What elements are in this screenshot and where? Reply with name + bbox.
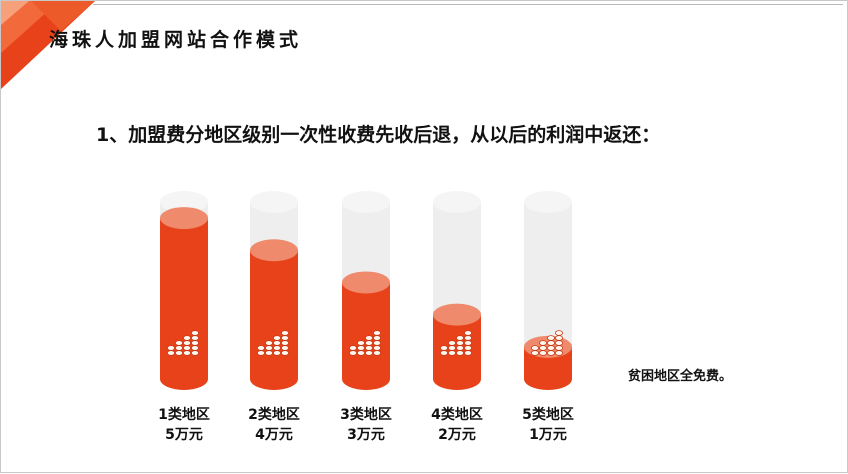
value-label-5: 1万元 [529,427,567,443]
coin-icon-4 [463,335,472,341]
coin-icon-4 [463,330,472,336]
coin-icon-2 [280,330,289,336]
bar-1-top [160,207,208,230]
category-label-3: 3类地区 [340,406,392,423]
coin-icon-4 [455,340,464,346]
value-label-4: 2万元 [438,427,476,443]
coin-icon-1 [190,330,199,336]
coin-icon-3 [356,345,365,351]
cylinder-shell-4-top [433,191,481,213]
coin-icon-1 [190,340,199,346]
coin-icon-5 [531,350,540,356]
coin-icon-4 [463,345,472,351]
coin-icon-5 [555,345,564,351]
value-label-3: 3万元 [347,427,385,443]
category-label-4: 4类地区 [431,406,483,423]
bar-5-body [524,346,572,390]
coin-icon-4 [439,350,448,356]
coin-icon-5 [539,345,548,351]
category-label-2: 2类地区 [248,406,300,423]
coin-icon-2 [272,335,281,341]
coin-icon-5 [547,350,556,356]
coin-icon-2 [280,350,289,356]
coin-icon-1 [166,350,175,356]
coin-icon-3 [372,330,381,336]
coin-icon-4 [447,340,456,346]
coin-icon-3 [356,340,365,346]
bar-3-top [342,271,390,294]
coin-icon-2 [272,350,281,356]
coin-icon-1 [182,350,191,356]
point-text: 1、加盟费分地区级别一次性收费先收后退，从以后的利润中返还： [96,124,661,146]
coin-icon-1 [182,345,191,351]
coin-icon-3 [372,335,381,341]
coin-icon-5 [547,335,556,341]
coin-icon-3 [364,345,373,351]
coin-icon-5 [539,350,548,356]
coin-icon-3 [372,345,381,351]
coin-icon-5 [555,330,564,336]
bar-2-body [250,250,298,390]
coin-icon-5 [547,345,556,351]
coin-icon-3 [364,340,373,346]
coin-icon-3 [372,350,381,356]
coin-icon-1 [174,350,183,356]
poverty-note: 贫困地区全免费。 [628,369,733,384]
coin-icon-4 [455,335,464,341]
coin-icon-1 [174,340,183,346]
value-label-1: 5万元 [165,427,203,443]
cylinder-shell-5-top [524,191,572,213]
category-label-1: 1类地区 [158,406,210,423]
category-label-5: 5类地区 [522,406,574,423]
coin-icon-4 [455,350,464,356]
coin-icon-2 [256,345,265,351]
coin-icon-5 [555,335,564,341]
coin-icon-4 [447,345,456,351]
coin-icon-2 [264,350,273,356]
coin-icon-5 [555,350,564,356]
coin-icon-4 [455,345,464,351]
coin-icon-3 [348,345,357,351]
coin-icon-1 [182,335,191,341]
coin-icon-3 [372,340,381,346]
coin-icon-3 [356,350,365,356]
coin-icon-1 [182,340,191,346]
coin-icon-2 [280,345,289,351]
cylinder-shell-3-top [342,191,390,213]
coin-icon-1 [190,345,199,351]
bar-1-body [160,218,208,390]
coin-icon-4 [439,345,448,351]
coin-icon-1 [166,345,175,351]
bar-4-top [433,303,481,326]
coin-icon-2 [280,340,289,346]
coin-icon-1 [190,350,199,356]
cylinder-shell-1-top [160,191,208,213]
coin-icon-2 [264,340,273,346]
coin-icon-3 [348,350,357,356]
coin-icon-5 [547,340,556,346]
coin-icon-5 [555,340,564,346]
slide-title: 海珠人加盟网站合作模式 [49,29,303,51]
cylinder-shell-2-top [250,191,298,213]
coin-icon-1 [174,345,183,351]
coin-icon-2 [264,345,273,351]
header-rule [93,4,843,5]
coin-icon-3 [364,335,373,341]
coin-icon-2 [272,345,281,351]
coin-icon-5 [531,345,540,351]
bar-2-top [250,239,298,262]
coin-icon-3 [364,350,373,356]
coin-icon-1 [190,335,199,341]
value-label-2: 4万元 [255,427,293,443]
coin-icon-4 [447,350,456,356]
coin-icon-5 [539,340,548,346]
coin-icon-2 [256,350,265,356]
coin-icon-2 [272,340,281,346]
coin-icon-4 [463,350,472,356]
coin-icon-4 [463,340,472,346]
corner-decoration [1,1,95,89]
coin-icon-2 [280,335,289,341]
